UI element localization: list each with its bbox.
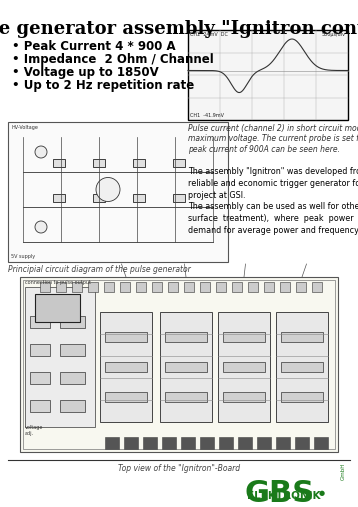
Bar [20, 277, 338, 452]
Bar [93, 194, 105, 202]
Text: • Peak Current 4 * 900 A: • Peak Current 4 * 900 A [12, 40, 176, 53]
Bar [200, 282, 210, 292]
Bar [257, 437, 271, 449]
Text: HV-Voltage: HV-Voltage [11, 125, 38, 130]
Bar [165, 332, 207, 342]
Text: Top view of the "Ignitron"-Board: Top view of the "Ignitron"-Board [118, 464, 240, 473]
Bar [105, 392, 147, 402]
Bar [219, 437, 233, 449]
Bar [8, 122, 228, 262]
Bar [40, 282, 50, 292]
Bar [223, 362, 265, 372]
Circle shape [96, 177, 120, 201]
Circle shape [35, 221, 47, 233]
Bar [295, 437, 309, 449]
Bar [181, 437, 195, 449]
Bar [218, 312, 270, 422]
Bar [168, 282, 178, 292]
Bar [105, 362, 147, 372]
Text: CH2  24mV  DC: CH2 24mV DC [190, 32, 228, 37]
Bar [232, 282, 242, 292]
Text: CH1  -41.9mV: CH1 -41.9mV [190, 113, 224, 118]
Bar [264, 282, 274, 292]
Bar [160, 312, 212, 422]
Bar [104, 282, 114, 292]
Bar [30, 400, 50, 412]
Bar [56, 282, 66, 292]
Bar [23, 280, 335, 449]
Bar [312, 282, 322, 292]
Bar [281, 332, 323, 342]
Text: GBS: GBS [245, 479, 315, 507]
Text: Pulse current (channel 2) in short circuit mode at
maximum voltage. The current : Pulse current (channel 2) in short circu… [188, 124, 358, 154]
Bar [72, 282, 82, 292]
Bar [281, 392, 323, 402]
Bar [216, 282, 226, 292]
Bar [53, 194, 65, 202]
Bar [281, 362, 323, 372]
Bar [296, 282, 306, 292]
Bar [240, 463, 348, 501]
Bar [173, 194, 185, 202]
Bar [223, 392, 265, 402]
Text: connection to pulse output: connection to pulse output [25, 280, 91, 285]
Bar [35, 294, 80, 322]
Bar [188, 30, 348, 120]
Bar [60, 344, 85, 356]
Bar [223, 332, 265, 342]
Bar [276, 312, 328, 422]
Bar [30, 344, 50, 356]
Bar [60, 372, 85, 384]
Text: 5V supply: 5V supply [11, 254, 35, 259]
Text: Principial circuit diagram of the pulse generator: Principial circuit diagram of the pulse … [8, 265, 191, 274]
Bar [105, 437, 119, 449]
Bar [60, 316, 85, 328]
Bar [152, 282, 162, 292]
Text: voltage
adj.: voltage adj. [25, 425, 43, 436]
Bar [100, 312, 152, 422]
Bar [162, 437, 176, 449]
Bar [173, 159, 185, 167]
Bar [165, 392, 207, 402]
Bar [88, 282, 98, 292]
Text: The assembly "Ignitron" was developed from a request for a
reliable and economic: The assembly "Ignitron" was developed fr… [188, 167, 358, 235]
Text: • Up to 2 Hz repetition rate: • Up to 2 Hz repetition rate [12, 79, 194, 92]
Bar [93, 159, 105, 167]
Bar [165, 362, 207, 372]
Bar [124, 437, 138, 449]
Bar [184, 282, 194, 292]
Bar [53, 159, 65, 167]
Bar [280, 282, 290, 292]
Bar [314, 437, 328, 449]
Text: Pulse generator assembly "Ignitron control": Pulse generator assembly "Ignitron contr… [0, 20, 358, 38]
Text: ELEKTRONIK: ELEKTRONIK [247, 491, 320, 501]
Bar [105, 332, 147, 342]
Bar [25, 287, 95, 427]
Text: • Voltage up to 1850V: • Voltage up to 1850V [12, 66, 159, 79]
Bar [200, 437, 214, 449]
Text: 500µs/div: 500µs/div [322, 32, 346, 37]
Bar [238, 437, 252, 449]
Circle shape [35, 146, 47, 158]
Text: GmbH: GmbH [341, 463, 346, 480]
Bar [276, 437, 290, 449]
Text: ●: ● [319, 490, 325, 496]
Bar [133, 159, 145, 167]
Bar [133, 194, 145, 202]
Bar [136, 282, 146, 292]
Bar [30, 372, 50, 384]
Bar [60, 400, 85, 412]
Bar [143, 437, 157, 449]
Bar [30, 316, 50, 328]
Bar [120, 282, 130, 292]
Text: • Impedance  2 Ohm / Channel: • Impedance 2 Ohm / Channel [12, 53, 214, 66]
Bar [248, 282, 258, 292]
